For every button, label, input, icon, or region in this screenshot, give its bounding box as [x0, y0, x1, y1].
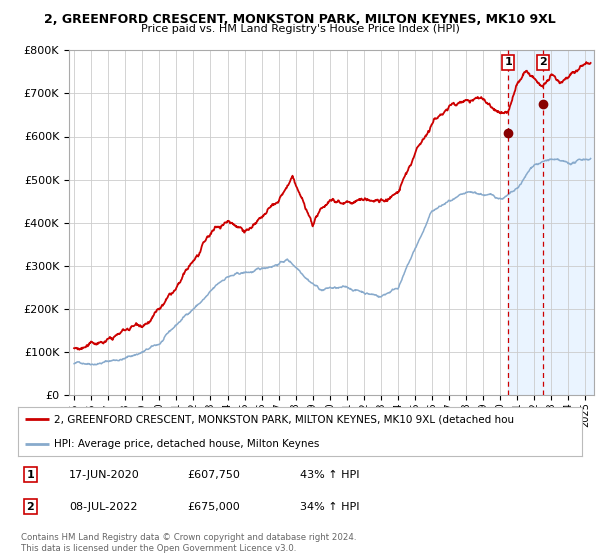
Text: 43% ↑ HPI: 43% ↑ HPI [300, 470, 359, 480]
Text: 1: 1 [504, 58, 512, 67]
Text: £675,000: £675,000 [187, 502, 240, 512]
Text: 2: 2 [539, 58, 547, 67]
Text: 2, GREENFORD CRESCENT, MONKSTON PARK, MILTON KEYNES, MK10 9XL (detached hou: 2, GREENFORD CRESCENT, MONKSTON PARK, MI… [53, 414, 514, 424]
Text: Price paid vs. HM Land Registry's House Price Index (HPI): Price paid vs. HM Land Registry's House … [140, 24, 460, 34]
Bar [508, 50, 594, 395]
Text: 1: 1 [26, 470, 34, 480]
Text: HPI: Average price, detached house, Milton Keynes: HPI: Average price, detached house, Milt… [53, 439, 319, 449]
Text: 17-JUN-2020: 17-JUN-2020 [69, 470, 140, 480]
Text: Contains HM Land Registry data © Crown copyright and database right 2024.: Contains HM Land Registry data © Crown c… [21, 533, 356, 542]
Text: 34% ↑ HPI: 34% ↑ HPI [300, 502, 359, 512]
Text: 2: 2 [26, 502, 34, 512]
Text: 08-JUL-2022: 08-JUL-2022 [69, 502, 137, 512]
Text: This data is licensed under the Open Government Licence v3.0.: This data is licensed under the Open Gov… [21, 544, 296, 553]
Text: £607,750: £607,750 [187, 470, 240, 480]
Text: 2, GREENFORD CRESCENT, MONKSTON PARK, MILTON KEYNES, MK10 9XL: 2, GREENFORD CRESCENT, MONKSTON PARK, MI… [44, 12, 556, 26]
